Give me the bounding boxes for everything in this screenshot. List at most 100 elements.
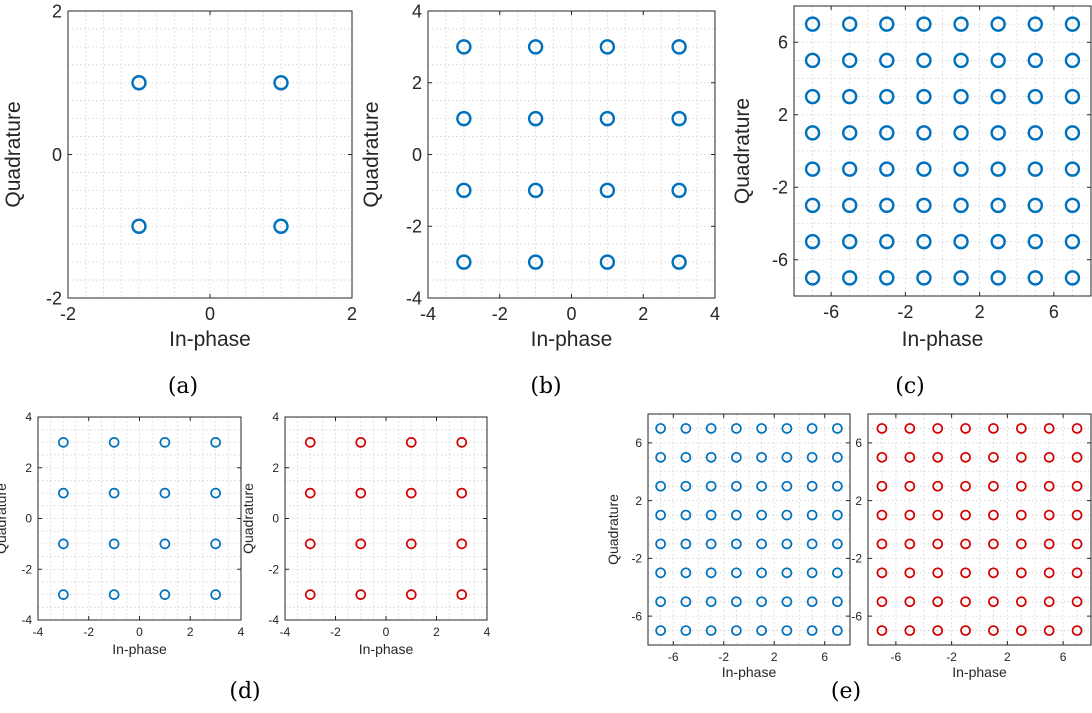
constellation-point xyxy=(806,625,818,636)
constellation-point xyxy=(990,270,1006,286)
constellation-point xyxy=(731,480,742,492)
constellation-point xyxy=(841,197,858,214)
constellation-point xyxy=(988,567,999,579)
x-tick-label: -6 xyxy=(891,650,902,664)
y-tick-label: -4 xyxy=(268,613,279,627)
axes-box xyxy=(647,413,851,646)
constellation-point xyxy=(832,625,843,636)
constellation-point xyxy=(680,596,692,608)
constellation-point xyxy=(841,52,858,69)
constellation-point xyxy=(832,538,843,550)
constellation-point xyxy=(1027,88,1044,105)
y-tick-label: 2 xyxy=(52,1,62,21)
constellation-point xyxy=(990,233,1006,250)
constellation-point xyxy=(1015,625,1027,636)
constellation-point xyxy=(841,88,858,105)
constellation-point xyxy=(1064,16,1081,32)
constellation-point xyxy=(1015,451,1027,463)
constellation-point xyxy=(990,88,1006,105)
x-tick-label: -2 xyxy=(946,650,957,664)
constellation-point xyxy=(1064,197,1081,214)
constellation-point xyxy=(1015,480,1027,492)
constellation-point xyxy=(804,125,821,141)
constellation-point xyxy=(988,538,999,550)
x-tick-label: 4 xyxy=(710,304,720,324)
constellation-point xyxy=(841,161,858,177)
y-tick-label: 2 xyxy=(635,494,642,508)
y-tick-label: 2 xyxy=(25,461,32,475)
x-axis-label: In-phase xyxy=(902,328,984,351)
constellation-point xyxy=(1027,233,1044,250)
constellation-point xyxy=(655,625,666,636)
constellation-point xyxy=(527,254,544,270)
constellation-point xyxy=(756,538,767,550)
x-tick-label: 2 xyxy=(187,625,194,639)
constellation-point xyxy=(960,480,971,492)
constellation-point xyxy=(806,538,818,550)
constellation-point xyxy=(879,125,895,141)
constellation-point xyxy=(804,52,821,69)
constellation-point xyxy=(879,233,895,250)
constellation-point xyxy=(655,480,666,492)
constellation-point xyxy=(960,538,971,550)
y-tick-label: -2 xyxy=(406,217,422,237)
constellation-point xyxy=(1071,451,1083,463)
constellation-point xyxy=(1027,125,1044,141)
constellation-point xyxy=(990,16,1006,32)
constellation-point xyxy=(58,437,69,448)
constellation-point xyxy=(804,270,821,286)
y-axis-label: Quadrature xyxy=(731,98,754,204)
constellation-point xyxy=(705,538,717,550)
constellation-point xyxy=(1064,125,1081,141)
plot-panel: -4 -2 0 2 4 -4 -2 0 2 4 In-phase Quadrature xyxy=(0,410,245,657)
constellation-point xyxy=(1027,197,1044,214)
constellation-point xyxy=(671,254,687,270)
constellation-point xyxy=(1064,88,1081,105)
constellation-point xyxy=(932,451,944,463)
constellation-point xyxy=(159,487,171,499)
constellation-point xyxy=(456,254,472,270)
constellation-point xyxy=(841,16,858,32)
constellation-point xyxy=(671,39,687,55)
constellation-point xyxy=(108,538,120,550)
constellation-point xyxy=(355,589,367,600)
x-tick-label: -4 xyxy=(33,625,44,639)
constellation-point xyxy=(655,423,666,434)
constellation-point xyxy=(960,509,971,521)
constellation-point xyxy=(58,487,69,499)
constellation-point xyxy=(456,487,468,499)
constellation-point xyxy=(527,110,544,127)
constellation-point xyxy=(876,480,888,492)
constellation-point xyxy=(304,487,316,499)
constellation-point xyxy=(781,625,793,636)
constellation-point xyxy=(756,480,767,492)
constellation-point xyxy=(804,161,821,177)
plot-panel: -4 -2 0 2 4 -4 -2 0 2 4 In-phase Quadrature xyxy=(240,410,491,657)
constellation-point xyxy=(1071,625,1083,636)
constellation-point xyxy=(456,39,472,55)
constellation-point xyxy=(1043,567,1055,579)
y-tick-label: 4 xyxy=(272,410,279,424)
constellation-point xyxy=(988,625,999,636)
constellation-point xyxy=(960,625,971,636)
constellation-point xyxy=(904,538,916,550)
constellation-point xyxy=(876,423,888,434)
y-tick-label: 2 xyxy=(855,494,862,508)
constellation-point xyxy=(705,509,717,521)
constellation-point xyxy=(990,125,1006,141)
constellation-point xyxy=(876,509,888,521)
constellation-point xyxy=(904,480,916,492)
y-tick-label: -2 xyxy=(21,562,32,576)
constellation-point xyxy=(879,16,895,32)
constellation-point xyxy=(731,625,742,636)
constellation-point xyxy=(210,538,221,550)
constellation-point xyxy=(781,451,793,463)
constellation-point xyxy=(705,480,717,492)
x-axis-label: In-phase xyxy=(359,641,414,657)
constellation-point xyxy=(680,480,692,492)
constellation-point xyxy=(990,161,1006,177)
constellation-point xyxy=(932,625,944,636)
y-tick-label: 0 xyxy=(25,512,32,526)
constellation-point xyxy=(904,625,916,636)
constellation-point xyxy=(210,437,221,448)
